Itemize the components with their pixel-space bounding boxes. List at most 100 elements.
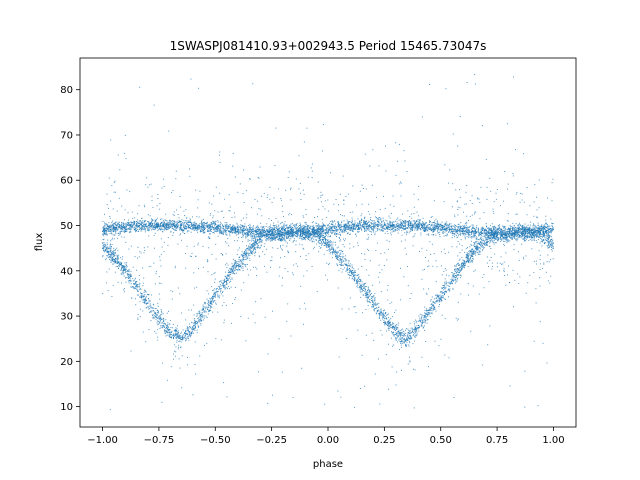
data-point [438, 232, 440, 234]
data-point [364, 221, 365, 223]
data-point [499, 234, 501, 236]
data-point [453, 230, 455, 232]
data-point [166, 331, 168, 333]
data-point [390, 327, 392, 329]
data-point [425, 223, 426, 225]
data-point [128, 278, 129, 279]
data-point [499, 236, 501, 238]
data-point [162, 229, 164, 231]
data-point [158, 228, 160, 230]
data-point [301, 228, 303, 230]
data-point [108, 227, 110, 229]
data-point [469, 252, 471, 254]
data-point [355, 227, 357, 229]
data-point [206, 221, 208, 223]
data-point [125, 277, 127, 278]
data-point [518, 228, 520, 230]
data-point [169, 320, 171, 322]
data-point [395, 330, 396, 331]
data-point [288, 234, 290, 236]
data-point [241, 236, 242, 238]
data-point [114, 223, 116, 225]
data-point [162, 223, 164, 225]
data-point [206, 224, 208, 226]
data-point [269, 226, 271, 228]
data-point [170, 222, 172, 224]
data-point [430, 299, 432, 301]
data-point [367, 229, 369, 231]
data-point [275, 224, 277, 226]
data-point [361, 219, 363, 221]
data-point [552, 228, 554, 229]
data-point [243, 226, 245, 227]
data-point [324, 232, 326, 234]
data-point [453, 233, 455, 235]
data-point [185, 227, 187, 229]
data-point [321, 229, 322, 231]
data-point [238, 237, 239, 239]
data-point [177, 223, 179, 225]
data-point [471, 236, 473, 238]
data-point [247, 239, 249, 241]
data-point [426, 225, 428, 227]
data-point [455, 275, 457, 277]
data-point [336, 236, 337, 237]
data-point [359, 228, 360, 230]
data-point [337, 233, 339, 235]
data-point [552, 245, 554, 247]
data-point [464, 232, 466, 234]
data-point [460, 234, 461, 236]
data-point [132, 222, 134, 224]
data-point [191, 223, 192, 225]
data-point [378, 228, 380, 230]
data-point [510, 234, 512, 236]
data-point [225, 231, 227, 233]
data-point [473, 230, 475, 232]
data-point [200, 223, 202, 225]
data-point [426, 229, 428, 231]
data-point [454, 234, 456, 236]
data-point [112, 228, 114, 230]
data-point [476, 243, 478, 245]
data-point [346, 226, 348, 228]
data-point [403, 229, 405, 231]
data-point [200, 231, 202, 233]
data-point [400, 227, 402, 228]
data-point [319, 233, 321, 235]
data-point [334, 234, 335, 235]
data-point [473, 233, 475, 235]
data-point [351, 226, 353, 228]
data-point [403, 341, 405, 343]
data-point [465, 230, 467, 232]
data-point [530, 233, 532, 235]
data-point [473, 235, 475, 237]
data-point [482, 228, 484, 230]
data-point [322, 228, 324, 230]
data-point [108, 230, 110, 232]
data-point [209, 229, 211, 231]
data-point [195, 224, 197, 226]
data-point [363, 226, 365, 228]
data-point [107, 226, 109, 227]
data-point [242, 266, 244, 267]
data-point [425, 230, 427, 232]
data-point [551, 225, 553, 227]
data-point [255, 232, 257, 234]
data-point [128, 224, 130, 225]
data-point [126, 222, 128, 224]
data-point [426, 227, 428, 229]
data-point [203, 221, 205, 223]
data-point [460, 227, 461, 229]
data-point [186, 220, 188, 222]
data-point [115, 229, 117, 231]
data-point [390, 232, 392, 234]
data-point [465, 253, 467, 255]
data-point [372, 225, 374, 227]
data-point [370, 230, 372, 232]
data-point [530, 230, 532, 232]
data-point [259, 229, 260, 231]
data-point [552, 246, 554, 248]
data-point [478, 231, 480, 233]
data-point [332, 252, 334, 254]
data-point [433, 230, 435, 232]
